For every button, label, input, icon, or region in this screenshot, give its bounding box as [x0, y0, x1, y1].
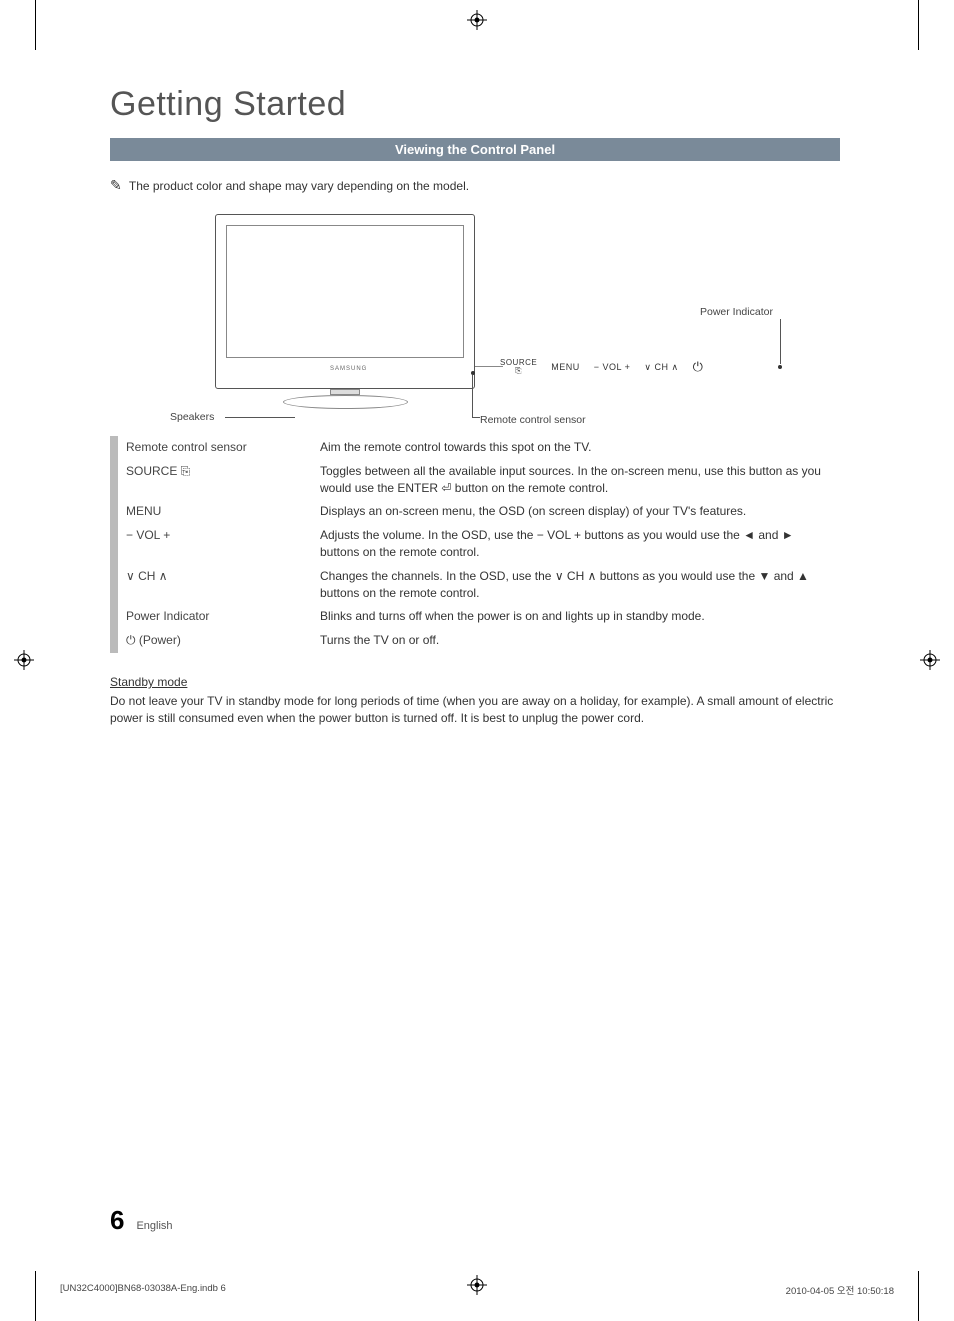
control-label-cell: SOURCE ⎘ — [114, 459, 314, 500]
control-desc-cell: Changes the channels. In the OSD, use th… — [314, 564, 840, 605]
note-icon: ✎ — [110, 177, 122, 193]
control-desc-cell: Aim the remote control towards this spot… — [314, 436, 840, 459]
page-footer: 6 English — [110, 1205, 173, 1236]
crop-mark — [918, 0, 919, 50]
control-desc-cell: Toggles between all the available input … — [314, 459, 840, 500]
table-row: ∨ CH ∧Changes the channels. In the OSD, … — [114, 564, 840, 605]
power-icon: ⏻ — [693, 359, 704, 375]
standby-text: Do not leave your TV in standby mode for… — [110, 693, 840, 728]
ch-button-label: ∨ CH ∧ — [644, 362, 678, 373]
source-icon: ⎘ — [515, 367, 522, 375]
tv-body — [215, 214, 475, 389]
control-label-cell: − VOL + — [114, 524, 314, 565]
control-desc-cell: Blinks and turns off when the power is o… — [314, 605, 840, 629]
note-line: ✎ The product color and shape may vary d… — [110, 177, 840, 194]
diagram-connector-line — [475, 366, 503, 367]
remote-sensor-callout-label: Remote control sensor — [480, 414, 586, 426]
control-desc-cell: Displays an on-screen menu, the OSD (on … — [314, 500, 840, 524]
registration-mark — [467, 10, 487, 30]
control-label-cell: ∨ CH ∧ — [114, 564, 314, 605]
page-language: English — [136, 1220, 172, 1232]
page-number: 6 — [110, 1205, 124, 1236]
control-desc-cell: Adjusts the volume. In the OSD, use the … — [314, 524, 840, 565]
control-description-table: Remote control sensorAim the remote cont… — [110, 436, 840, 653]
control-panel-strip: SOURCE ⎘ MENU − VOL + ∨ CH ∧ ⏻ — [500, 356, 810, 378]
source-button-label: SOURCE ⎘ — [500, 359, 537, 375]
speakers-callout-label: Speakers — [170, 411, 214, 423]
section-heading-bar: Viewing the Control Panel — [110, 138, 840, 161]
table-row: − VOL +Adjusts the volume. In the OSD, u… — [114, 524, 840, 565]
menu-button-label: MENU — [551, 362, 580, 372]
power-indicator-callout-line — [780, 319, 781, 364]
crop-mark — [35, 0, 36, 50]
table-row: ⏻ (Power)Turns the TV on or off. — [114, 629, 840, 653]
tv-stand-base — [283, 395, 408, 409]
table-row: Remote control sensorAim the remote cont… — [114, 436, 840, 459]
power-indicator-callout-label: Power Indicator — [700, 306, 773, 318]
print-footer: [UN32C4000]BN68-03038A-Eng.indb 6 2010-0… — [60, 1283, 894, 1297]
print-file-info: [UN32C4000]BN68-03038A-Eng.indb 6 — [60, 1283, 226, 1297]
table-row: Power IndicatorBlinks and turns off when… — [114, 605, 840, 629]
registration-mark — [14, 650, 34, 670]
control-label-cell: MENU — [114, 500, 314, 524]
table-row: SOURCE ⎘Toggles between all the availabl… — [114, 459, 840, 500]
remote-sensor-callout-line — [472, 375, 473, 417]
tv-screen — [226, 225, 464, 358]
print-timestamp: 2010-04-05 오전 10:50:18 — [786, 1283, 894, 1297]
power-indicator-dot — [778, 365, 782, 369]
standby-heading: Standby mode — [110, 675, 840, 689]
page-content: Getting Started Viewing the Control Pane… — [110, 85, 840, 728]
crop-mark — [918, 1271, 919, 1321]
note-text: The product color and shape may vary dep… — [129, 179, 469, 193]
control-label-cell: Power Indicator — [114, 605, 314, 629]
page-title: Getting Started — [110, 85, 840, 124]
remote-sensor-callout-line — [472, 417, 480, 418]
control-label-cell: Remote control sensor — [114, 436, 314, 459]
table-row: MENUDisplays an on-screen menu, the OSD … — [114, 500, 840, 524]
tv-logo: SAMSUNG — [330, 366, 367, 372]
control-desc-cell: Turns the TV on or off. — [314, 629, 840, 653]
control-label-cell: ⏻ (Power) — [114, 629, 314, 653]
crop-mark — [35, 1271, 36, 1321]
vol-button-label: − VOL + — [594, 362, 631, 372]
speakers-callout-line — [225, 417, 295, 418]
tv-diagram: SAMSUNG SOURCE ⎘ MENU − VOL + ∨ CH ∧ ⏻ S… — [135, 214, 815, 424]
registration-mark — [920, 650, 940, 670]
